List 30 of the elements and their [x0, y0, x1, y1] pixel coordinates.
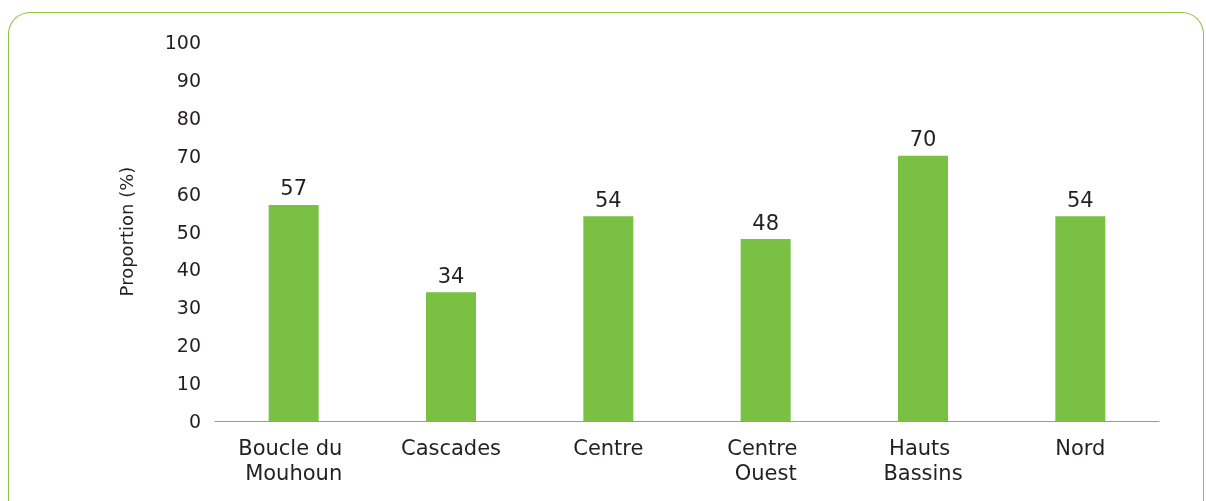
y-tick-label: 70: [176, 144, 201, 167]
x-tick-label: Boucle du Mouhoun: [238, 435, 350, 485]
y-axis-title: Proportion (%): [115, 166, 137, 297]
bar: [740, 239, 791, 421]
data-label: 70: [909, 127, 937, 152]
bar: [583, 216, 634, 421]
y-tick-label: 0: [188, 410, 201, 432]
bar: [898, 155, 948, 421]
y-tick-label: 40: [176, 258, 201, 281]
bar: [426, 292, 476, 421]
y-tick-label: 10: [176, 372, 201, 395]
x-tick-label: Centre Ouest: [727, 435, 805, 485]
x-tick-label: Cascades: [400, 435, 502, 460]
y-tick-label: 50: [176, 220, 201, 243]
y-tick-label: 100: [164, 31, 201, 53]
y-tick-label: 30: [176, 296, 201, 319]
data-label: 48: [752, 210, 780, 235]
y-tick-label: 80: [176, 106, 201, 129]
data-label: 57: [280, 176, 308, 201]
x-tick-label: Centre: [573, 435, 644, 460]
y-tick-label: 20: [176, 334, 201, 357]
y-tick-label: 60: [176, 182, 201, 205]
data-label: 54: [1066, 187, 1094, 212]
x-tick-label: Hauts Bassins: [883, 435, 963, 485]
x-tick-label: Nord: [1055, 435, 1106, 460]
y-tick-label: 90: [176, 68, 201, 91]
bar: [268, 204, 319, 421]
bar: [1055, 216, 1106, 421]
data-label: 54: [594, 187, 622, 212]
data-label: 34: [437, 263, 465, 288]
